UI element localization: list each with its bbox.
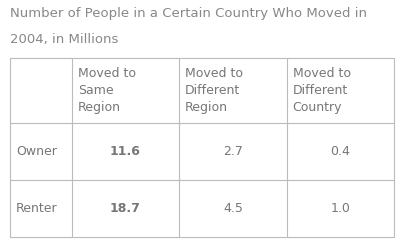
Text: 2004, in Millions: 2004, in Millions [10, 33, 118, 46]
Text: 0.4: 0.4 [330, 145, 350, 158]
Text: Moved to
Different
Country: Moved to Different Country [292, 67, 351, 114]
Text: 2.7: 2.7 [223, 145, 243, 158]
Bar [10, 58, 394, 237]
Text: Moved to
Same
Region: Moved to Same Region [78, 67, 136, 114]
Text: Moved to
Different
Region: Moved to Different Region [185, 67, 243, 114]
Text: Number of People in a Certain Country Who Moved in: Number of People in a Certain Country Wh… [10, 7, 367, 20]
Text: 1.0: 1.0 [330, 202, 350, 215]
Text: 4.5: 4.5 [223, 202, 243, 215]
Text: Owner: Owner [16, 145, 57, 158]
Text: Renter: Renter [16, 202, 58, 215]
Text: 18.7: 18.7 [110, 202, 141, 215]
Text: 11.6: 11.6 [110, 145, 141, 158]
